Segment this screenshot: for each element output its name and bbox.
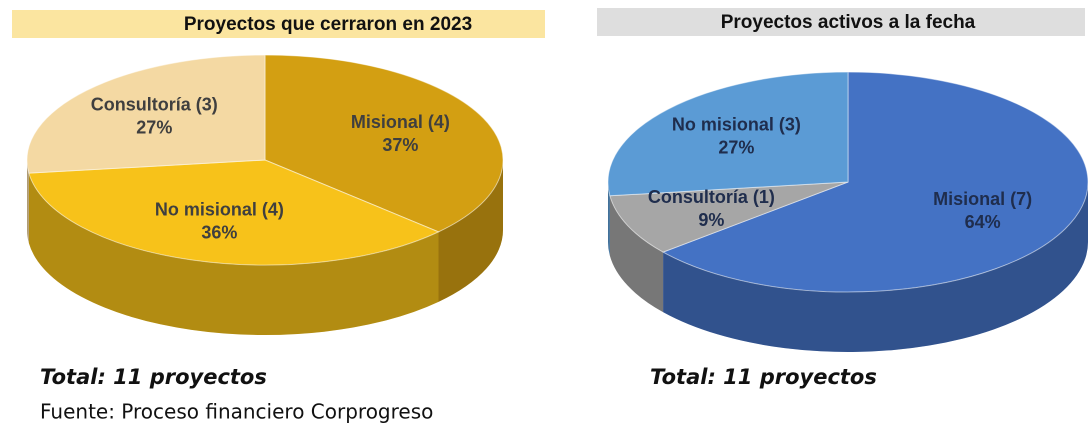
chart-title: Proyectos activos a la fecha xyxy=(721,12,976,33)
value-label: 64% xyxy=(965,212,1001,232)
value-label: 27% xyxy=(718,138,754,158)
slice-side xyxy=(27,160,29,244)
slice-shade xyxy=(27,160,29,244)
slice xyxy=(661,71,1089,293)
value-label: 9% xyxy=(698,210,724,230)
slice xyxy=(264,54,504,233)
slice xyxy=(607,71,849,197)
slice xyxy=(609,181,849,253)
value-label: 37% xyxy=(382,135,418,155)
source: Fuente: Proceso financiero Corprogreso xyxy=(40,400,433,424)
slice xyxy=(26,54,266,174)
slice-side xyxy=(28,173,439,335)
slice-label: Misional (7) xyxy=(933,189,1032,209)
title-bar xyxy=(12,10,545,38)
total-note: Total: 11 proyectos xyxy=(40,365,267,389)
slice-shade xyxy=(28,173,439,335)
chart-title: Proyectos que cerraron en 2023 xyxy=(184,14,472,35)
slice-label: No misional (4) xyxy=(155,200,284,220)
slice-side xyxy=(609,195,664,313)
slice-side xyxy=(438,160,503,302)
slice-label: Misional (4) xyxy=(351,112,450,132)
total-note: Total: 11 proyectos xyxy=(650,365,877,389)
slice-label: Consultoría (3) xyxy=(91,95,218,115)
slice-shade xyxy=(438,160,503,302)
slice-shade xyxy=(663,182,1088,353)
title-bar xyxy=(597,8,1085,36)
slice-side xyxy=(608,182,610,256)
slice-shade xyxy=(608,182,610,256)
slice-side xyxy=(663,182,1088,353)
value-label: 27% xyxy=(136,118,172,138)
slice-shade xyxy=(609,195,664,313)
slice xyxy=(28,159,440,266)
slice-label: Consultoría (1) xyxy=(648,187,775,207)
slice-label: No misional (3) xyxy=(672,115,801,135)
value-label: 36% xyxy=(201,223,237,243)
